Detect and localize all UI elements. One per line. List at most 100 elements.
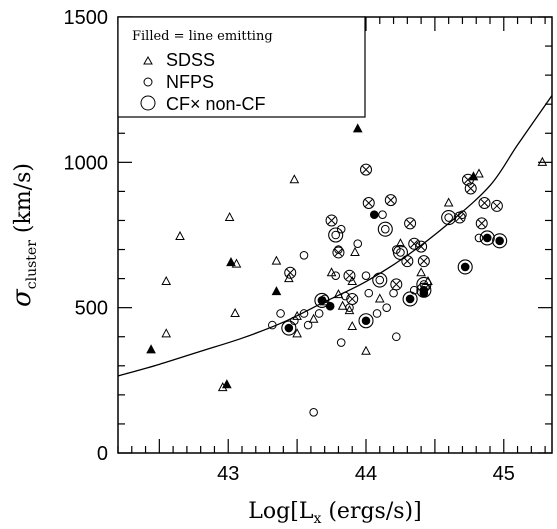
nfps-point	[378, 210, 387, 219]
sdss-point	[271, 286, 282, 296]
cf-noncf-point	[457, 259, 473, 275]
cf-noncf-point-inner	[482, 233, 492, 243]
cf-point-cross	[493, 202, 501, 210]
y-axis-title: σcluster (km/s)	[7, 163, 40, 307]
sdss-point	[161, 328, 172, 338]
cf-noncf-point-inner	[375, 275, 385, 285]
sdss-point	[416, 267, 426, 277]
sdss-point	[292, 328, 302, 338]
cf-point-cross	[386, 196, 395, 204]
cf-noncf-point-inner	[419, 285, 429, 295]
cf-point-cross	[455, 213, 464, 222]
cf-point	[332, 246, 345, 259]
cf-point	[453, 211, 466, 224]
legend-label-cf: CF× non-CF	[166, 94, 266, 114]
cf-point-cross	[286, 268, 295, 277]
cf-point-cross	[420, 257, 428, 266]
nfps-point	[268, 320, 277, 330]
legend-triangle-icon	[143, 55, 153, 65]
cf-point	[464, 182, 477, 195]
cf-point-cross	[334, 248, 343, 257]
sdss-point	[374, 293, 385, 303]
cf-noncf-point-inner	[405, 294, 415, 304]
cf-point	[417, 255, 430, 268]
sdss-point	[271, 255, 282, 265]
cf-noncf-point	[377, 221, 393, 237]
nfps-point	[325, 301, 335, 311]
cf-point	[415, 240, 428, 253]
sdss-point	[333, 289, 344, 299]
nfps-point	[309, 408, 318, 417]
nfps-point	[409, 285, 419, 295]
sdss-point	[175, 230, 185, 240]
nfps-point	[458, 210, 467, 219]
legend: Filled = line emitting SDSS NFPS CF× non…	[117, 16, 366, 118]
sdss-point	[146, 344, 156, 354]
x-tick-label: 44	[355, 463, 377, 485]
nfps-point	[334, 245, 343, 254]
cf-noncf-point	[492, 233, 508, 249]
sdss-point	[352, 123, 363, 133]
cf-point-cross	[392, 280, 401, 289]
cf-point	[401, 255, 414, 268]
cf-noncf-point-inner	[361, 316, 371, 326]
legend-circle-icon	[143, 77, 153, 87]
sdss-point	[161, 275, 172, 286]
nfps-point	[382, 303, 391, 312]
x-axis-title: Log[Lx (ergs/s)]	[248, 499, 421, 527]
cf-noncf-point-inner	[284, 323, 294, 333]
cf-point	[343, 269, 356, 282]
legend-big-circle-icon	[140, 95, 156, 111]
sdss-point	[224, 211, 235, 222]
cf-noncf-point-inner	[495, 236, 504, 246]
sdss-point	[344, 305, 355, 315]
cf-noncf-point-inner	[444, 213, 453, 222]
cf-noncf-point	[441, 210, 457, 226]
nfps-point	[303, 320, 313, 330]
sdss-point	[347, 320, 358, 331]
cf-point	[360, 163, 372, 176]
nfps-point	[353, 239, 363, 249]
cf-noncf-point-inner	[460, 262, 470, 272]
legend-box	[117, 16, 366, 118]
cf-noncf-point	[402, 291, 418, 307]
cf-point	[490, 199, 503, 212]
cf-point	[404, 217, 417, 230]
y-tick-label: 1000	[64, 152, 109, 174]
sdss-point	[222, 379, 232, 389]
nfps-point	[299, 251, 309, 260]
cf-point-cross	[480, 199, 489, 207]
axis-tick-labels: 43 44 45 0 500 1000 1500	[64, 7, 515, 485]
cf-point-cross	[345, 271, 354, 280]
cf-noncf-point-inner	[331, 230, 340, 240]
x-tick-label: 45	[493, 463, 515, 485]
cf-noncf-point	[479, 230, 495, 246]
y-tick-label: 500	[75, 298, 108, 320]
cf-noncf-point-inner	[396, 248, 405, 257]
sdss-point	[337, 300, 348, 310]
nfps-point	[372, 309, 382, 318]
cf-noncf-point	[392, 244, 408, 260]
sdss-point	[361, 345, 371, 355]
nfps-point	[336, 224, 346, 234]
cf-point	[408, 237, 421, 250]
cf-point-cross	[466, 184, 475, 193]
cf-point-cross	[417, 242, 425, 251]
x-tick-label: 43	[217, 463, 239, 485]
nfps-point	[336, 338, 346, 347]
nfps-point	[369, 210, 379, 219]
sdss-point	[289, 174, 300, 184]
y-tick-label: 1500	[64, 7, 109, 29]
cf-point	[384, 194, 397, 207]
cf-point	[390, 278, 403, 291]
cf-point	[475, 217, 488, 230]
cf-noncf-point	[358, 313, 374, 329]
cf-point-cross	[477, 219, 486, 228]
cf-point-cross	[362, 165, 370, 174]
sdss-point	[395, 238, 406, 248]
cf-point	[325, 214, 338, 227]
cf-noncf-point	[328, 227, 344, 243]
cf-point-cross	[464, 175, 472, 184]
cf-point-cross	[364, 199, 373, 207]
